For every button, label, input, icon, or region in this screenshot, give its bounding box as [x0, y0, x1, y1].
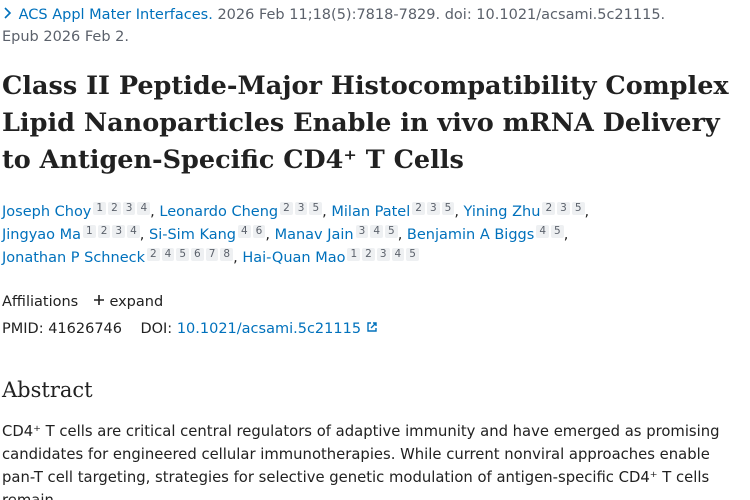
- affiliation-number[interactable]: 2: [280, 202, 293, 215]
- affiliation-number[interactable]: 6: [191, 248, 204, 261]
- affiliation-number[interactable]: 3: [426, 202, 440, 215]
- pmid-label: PMID:: [2, 321, 44, 337]
- chevron-icon: [4, 7, 12, 19]
- affiliation-number[interactable]: 5: [176, 248, 190, 261]
- author-name[interactable]: Jingyao Ma: [2, 227, 82, 243]
- author-separator: ,: [454, 204, 459, 220]
- affiliation-number[interactable]: 7: [205, 248, 219, 261]
- affiliation-number[interactable]: 4: [536, 225, 549, 238]
- author-separator: ,: [233, 250, 238, 266]
- author-list: Joseph Choy 1 2 3 4, Leonardo Cheng 2 3 5, Mila…: [2, 201, 627, 270]
- affiliation-number[interactable]: 5: [551, 225, 564, 238]
- article-title: Class II Peptide-Major Histocompatibilit…: [2, 71, 729, 175]
- author-separator: ,: [322, 204, 327, 220]
- affiliation-number[interactable]: 4: [137, 202, 151, 215]
- affiliation-number[interactable]: 5: [309, 202, 323, 215]
- affiliation-number[interactable]: 2: [108, 202, 121, 215]
- author-name[interactable]: Leonardo Cheng: [159, 204, 279, 220]
- author: Leonardo Cheng 2 3 5,: [159, 202, 327, 220]
- affiliation-number[interactable]: 2: [362, 248, 375, 261]
- author: Manav Jain 3 4 5,: [274, 225, 403, 243]
- affiliations-row: Affiliations expand: [2, 291, 163, 313]
- author: Joseph Choy 1 2 3 4,: [2, 202, 155, 220]
- author-separator: ,: [265, 227, 270, 243]
- affiliation-number[interactable]: 2: [97, 225, 111, 238]
- journal-link[interactable]: ACS Appl Mater Interfaces.: [18, 7, 213, 23]
- author: Jonathan P Schneck 2 4 5 6 7 8,: [2, 248, 238, 266]
- abstract-text: CD4⁺ T cells are critical central regula…: [2, 423, 720, 500]
- affiliation-number[interactable]: 5: [571, 202, 585, 215]
- identifiers: PMID: 41626746 DOI: 10.1021/acsami.5c211…: [2, 318, 378, 340]
- author: Jingyao Ma 1 2 3 4,: [2, 225, 145, 243]
- author-name[interactable]: Hai-Quan Mao: [242, 250, 346, 266]
- affiliation-number[interactable]: 3: [557, 202, 570, 215]
- doi-label: DOI:: [140, 321, 173, 337]
- affiliation-number[interactable]: 2: [146, 248, 160, 261]
- external-link-icon: [366, 322, 377, 332]
- affiliation-number[interactable]: 2: [542, 202, 556, 215]
- affiliation-number[interactable]: 3: [294, 202, 308, 215]
- affiliation-number[interactable]: 3: [122, 202, 136, 215]
- affiliation-number[interactable]: 5: [406, 248, 419, 261]
- affiliation-number[interactable]: 5: [385, 225, 398, 238]
- author-name[interactable]: Yining Zhu: [463, 204, 541, 220]
- abstract-heading: Abstract: [2, 378, 93, 402]
- affiliation-number[interactable]: 4: [237, 225, 251, 238]
- affiliation-number[interactable]: 4: [391, 248, 405, 261]
- affiliation-number[interactable]: 4: [127, 225, 140, 238]
- citation-details: 2026 Feb 11;18(5):7818-7829. doi: 10.102…: [217, 7, 666, 23]
- expand-toggle[interactable]: expand: [93, 294, 163, 310]
- affiliation-number[interactable]: 1: [83, 225, 96, 238]
- author-separator: ,: [150, 204, 155, 220]
- author-separator: ,: [397, 227, 403, 243]
- author-separator: ,: [563, 227, 569, 243]
- affiliation-number[interactable]: 3: [112, 225, 126, 238]
- affiliation-number[interactable]: 2: [412, 202, 425, 215]
- affiliation-number[interactable]: 3: [355, 225, 369, 238]
- affiliation-number[interactable]: 1: [347, 248, 361, 261]
- affiliation-number[interactable]: 1: [93, 202, 107, 215]
- author-separator: ,: [584, 204, 590, 220]
- author: Si-Sim Kang 4 6,: [149, 225, 270, 243]
- affiliation-number[interactable]: 8: [220, 248, 234, 261]
- author-name[interactable]: Joseph Choy: [2, 204, 92, 220]
- pmid: 41626746: [48, 321, 123, 337]
- affiliation-number[interactable]: 4: [370, 225, 383, 238]
- affiliation-number[interactable]: 5: [441, 202, 455, 215]
- affiliation-number[interactable]: 4: [161, 248, 175, 261]
- author: Benjamin A Biggs 4 5,: [406, 225, 569, 243]
- epub-date: Epub 2026 Feb 2.: [2, 29, 129, 45]
- author-name[interactable]: Benjamin A Biggs: [406, 227, 535, 243]
- author: Milan Patel 2 3 5,: [331, 202, 459, 220]
- affiliation-number[interactable]: 6: [252, 225, 266, 238]
- author-separator: ,: [139, 227, 145, 243]
- author-name[interactable]: Si-Sim Kang: [149, 227, 236, 243]
- affiliation-number[interactable]: 3: [376, 248, 390, 261]
- author-name[interactable]: Manav Jain: [274, 227, 354, 243]
- citation: ACS Appl Mater Interfaces. 2026 Feb 11;1…: [2, 4, 742, 48]
- expand-label[interactable]: expand: [109, 294, 164, 310]
- author-name[interactable]: Jonathan P Schneck: [2, 250, 145, 266]
- doi[interactable]: 10.1021/acsami.5c21115: [176, 321, 362, 337]
- plus-icon: [93, 295, 104, 305]
- author-name[interactable]: Milan Patel: [331, 204, 411, 220]
- author: Hai-Quan Mao 1 2 3 4 5: [242, 248, 419, 266]
- doi-link[interactable]: 10.1021/acsami.5c21115: [177, 321, 378, 337]
- author: Yining Zhu 2 3 5,: [463, 202, 590, 220]
- affiliations-label: Affiliations: [2, 294, 79, 310]
